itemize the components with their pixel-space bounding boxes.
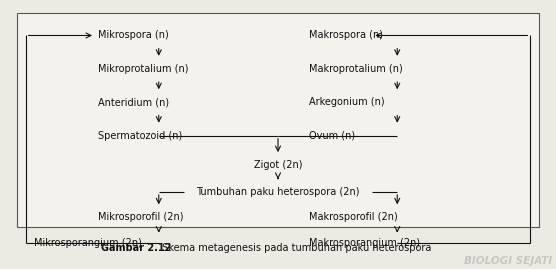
Text: Makrospora (n): Makrospora (n) bbox=[309, 30, 383, 40]
Text: Makrosporofil (2n): Makrosporofil (2n) bbox=[309, 213, 397, 222]
Text: BIOLOGI SEJATI: BIOLOGI SEJATI bbox=[464, 256, 553, 266]
Text: Ovum (n): Ovum (n) bbox=[309, 131, 355, 141]
Text: Gambar 2.12: Gambar 2.12 bbox=[101, 243, 171, 253]
Text: Mikrospora (n): Mikrospora (n) bbox=[98, 30, 168, 40]
Text: Mikroprotalium (n): Mikroprotalium (n) bbox=[98, 64, 188, 74]
Text: Makrosporangium (2n): Makrosporangium (2n) bbox=[309, 238, 420, 248]
Text: Tumbuhan paku heterospora (2n): Tumbuhan paku heterospora (2n) bbox=[196, 187, 360, 197]
Text: Makroprotalium (n): Makroprotalium (n) bbox=[309, 64, 402, 74]
Text: Mikrosporangium (2n): Mikrosporangium (2n) bbox=[34, 238, 142, 248]
Text: Skema metagenesis pada tumbuhan paku heterospora: Skema metagenesis pada tumbuhan paku het… bbox=[156, 243, 431, 253]
Text: Mikrosporofil (2n): Mikrosporofil (2n) bbox=[98, 213, 183, 222]
Text: Arkegonium (n): Arkegonium (n) bbox=[309, 97, 384, 107]
Bar bbox=[17, 13, 539, 227]
Text: Zigot (2n): Zigot (2n) bbox=[254, 160, 302, 170]
Text: Anteridium (n): Anteridium (n) bbox=[98, 97, 169, 107]
Text: Spermatozoid (n): Spermatozoid (n) bbox=[98, 131, 182, 141]
